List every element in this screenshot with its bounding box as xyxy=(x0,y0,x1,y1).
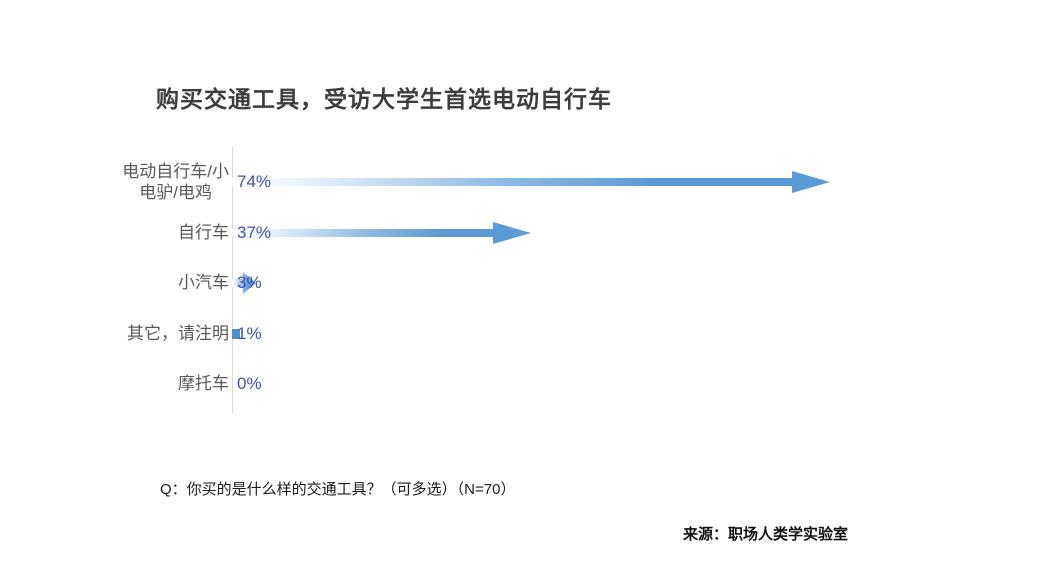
bar-track: 1% xyxy=(232,309,860,360)
bar-track: 74% xyxy=(232,157,860,208)
value-label: 74% xyxy=(237,172,272,192)
category-label: 电动自行车/小 电驴/电鸡 xyxy=(0,161,229,205)
survey-question: Q：你买的是什么样的交通工具？（可多选）（N=70） xyxy=(160,481,516,498)
bar-track: 0% xyxy=(232,359,860,410)
bar-arrow xyxy=(232,272,256,295)
chart-row: 摩托车 0% xyxy=(0,359,860,410)
chart-row: 电动自行车/小 电驴/电鸡 74% xyxy=(0,157,860,208)
bar-track: 37% xyxy=(232,208,860,259)
category-label-text: 其它，请注明 xyxy=(127,323,229,343)
bar-square xyxy=(232,328,240,339)
category-label: 摩托车 xyxy=(0,373,229,395)
chart-row: 自行车 37% xyxy=(0,208,860,259)
chart-row: 其它，请注明 1% xyxy=(0,309,860,360)
category-label: 小汽车 xyxy=(0,272,229,294)
value-label: 1% xyxy=(237,323,262,343)
category-label: 自行车 xyxy=(0,222,229,244)
chart-row: 小汽车 3% xyxy=(0,258,860,309)
category-label-text: 摩托车 xyxy=(178,374,229,394)
bar-track: 3% xyxy=(232,258,860,309)
chart-title: 购买交通工具，受访大学生首选电动自行车 xyxy=(156,86,612,112)
value-label: 3% xyxy=(237,273,262,293)
value-label: 37% xyxy=(237,222,272,242)
bar-arrow xyxy=(232,171,830,194)
value-label: 0% xyxy=(237,374,262,394)
bar-chart: 电动自行车/小 电驴/电鸡 74% 自行车 37% 小汽车 3% 其它，请注明 … xyxy=(0,147,860,413)
source-credit: 来源：职场人类学实验室 xyxy=(682,526,848,543)
category-label: 其它，请注明 xyxy=(0,323,229,345)
chart-rows: 电动自行车/小 电驴/电鸡 74% 自行车 37% 小汽车 3% 其它，请注明 … xyxy=(0,157,860,410)
category-label-text: 电动自行车/小 电驴/电鸡 xyxy=(122,161,229,203)
bar-arrow xyxy=(232,221,531,244)
category-label-text: 自行车 xyxy=(178,222,229,242)
category-label-text: 小汽车 xyxy=(178,273,229,293)
